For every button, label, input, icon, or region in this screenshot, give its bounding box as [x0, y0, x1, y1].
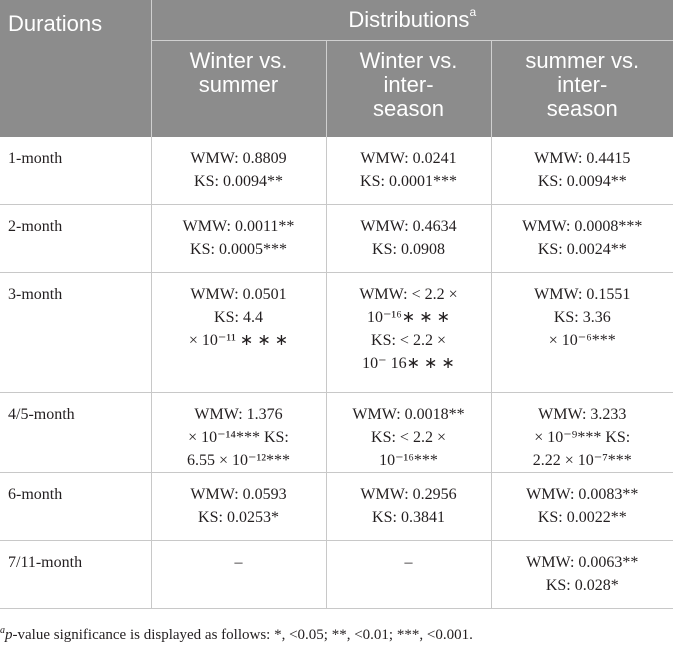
cell-line: WMW: 0.0501: [190, 285, 287, 303]
cell-line: WMW: 0.2956: [360, 485, 457, 503]
table-row: 3-month WMW: 0.0501 KS: 4.4 × 10⁻¹¹ ∗ ∗ ∗ WM…: [0, 272, 673, 393]
cell-line: WMW: 0.0011**: [182, 217, 295, 235]
table-cell: WMW: 0.4415 KS: 0.0094**: [491, 137, 673, 205]
table-row: 2-month WMW: 0.0011** KS: 0.0005*** WMW: 0.…: [0, 204, 673, 273]
table-cell: WMW: 3.233 × 10⁻⁹*** KS: 2.22 × 10⁻⁷***: [491, 392, 673, 473]
header-distributions-text: Distributions: [348, 7, 470, 32]
table-footnote: ap-value significance is displayed as fo…: [0, 625, 673, 645]
table-cell: WMW: < 2.2 × 10⁻¹⁶∗ ∗ ∗ KS: < 2.2 × 10⁻ 16∗…: [326, 272, 492, 393]
header-durations: Durations: [0, 0, 152, 137]
cell-line: WMW: 0.0241: [360, 150, 457, 167]
header-line: Winter vs.: [189, 48, 288, 73]
header-line: season: [546, 96, 618, 121]
cell-line: KS: 0.0094**: [194, 173, 283, 190]
header-line: season: [373, 96, 444, 121]
cell-line: WMW: 0.0083**: [526, 485, 639, 503]
cell-line: KS: 0.0001***: [360, 173, 457, 190]
duration-label: 2-month: [0, 204, 152, 273]
cell-line: WMW: 0.0018**: [352, 405, 465, 423]
table-cell: WMW: 0.0593 KS: 0.0253*: [151, 472, 327, 541]
cell-line: KS: 0.0908: [372, 240, 445, 258]
table-cell: WMW: 1.376 × 10⁻¹⁴*** KS: 6.55 × 10⁻¹²***: [151, 392, 327, 473]
cell-line: 6.55 × 10⁻¹²***: [186, 451, 291, 469]
cell-line: WMW: 0.4634: [360, 217, 457, 235]
header-winter-vs-inter-season: Winter vs. inter- season: [326, 40, 492, 137]
cell-line: WMW: 0.0593: [190, 485, 287, 503]
table-cell: WMW: 0.0008*** KS: 0.0024**: [491, 204, 673, 273]
table-cell: WMW: 0.1551 KS: 3.36 × 10⁻⁶***: [491, 272, 673, 393]
table-row: 6-month WMW: 0.0593 KS: 0.0253* WMW: 0.2956…: [0, 472, 673, 541]
duration-label: 4/5-month: [0, 392, 152, 473]
duration-label: 7/11-month: [0, 540, 152, 609]
header-line: Winter vs.: [359, 48, 458, 73]
cell-line: KS: 0.3841: [372, 508, 445, 526]
cell-line: KS: 0.0022**: [537, 508, 627, 526]
cell-line: KS: 0.028*: [545, 576, 619, 594]
cell-line: × 10⁻¹⁴*** KS:: [188, 428, 289, 446]
cell-line: KS: 0.0024**: [537, 240, 627, 258]
table-row: 4/5-month WMW: 1.376 × 10⁻¹⁴*** KS: 6.55 × …: [0, 392, 673, 473]
cell-line: WMW: 0.0008***: [522, 217, 643, 235]
cell-line: 2.22 × 10⁻⁷***: [532, 451, 632, 469]
duration-label: 1-month: [0, 137, 152, 205]
table-cell: WMW: 0.0018** KS: < 2.2 × 10⁻¹⁶***: [326, 392, 492, 473]
header-line: inter-: [557, 72, 608, 97]
cell-line: KS: < 2.2 ×: [371, 428, 446, 446]
header-summer-vs-inter-season: summer vs. inter- season: [491, 40, 673, 137]
cell-line: KS: 0.0094**: [537, 173, 627, 190]
duration-label: 3-month: [0, 272, 152, 393]
duration-label: 6-month: [0, 472, 152, 541]
cell-line: KS: 0.0253*: [198, 508, 279, 526]
cell-line: WMW: 0.0063**: [526, 553, 639, 571]
table-cell: WMW: 0.0011** KS: 0.0005***: [151, 204, 327, 273]
header-distributions: Distributionsa: [151, 0, 673, 41]
header-line: inter-: [383, 72, 434, 97]
cell-line: × 10⁻⁶***: [548, 331, 616, 349]
table-cell: WMW: 0.0501 KS: 4.4 × 10⁻¹¹ ∗ ∗ ∗: [151, 272, 327, 393]
cell-line: –: [404, 553, 413, 571]
table-cell: WMW: 0.0241 KS: 0.0001***: [326, 137, 492, 205]
cell-line: 10⁻¹⁶∗ ∗ ∗: [366, 308, 451, 326]
footnote-text: -value significance is displayed as foll…: [12, 627, 473, 643]
cell-line: KS: < 2.2 ×: [371, 331, 446, 349]
table-cell: WMW: 0.8809 KS: 0.0094**: [151, 137, 327, 205]
table-row: 7/11-month – – WMW: 0.0063** KS: 0.028*: [0, 540, 673, 609]
cell-line: WMW: < 2.2 ×: [359, 285, 458, 303]
header-line: summer vs.: [525, 48, 640, 73]
cell-line: × 10⁻⁹*** KS:: [534, 428, 631, 446]
cell-line: WMW: 3.233: [538, 405, 627, 423]
table-cell: WMW: 0.0083** KS: 0.0022**: [491, 472, 673, 541]
cell-line: WMW: 0.8809: [190, 150, 287, 167]
cell-line: KS: 3.36: [553, 308, 611, 326]
table-cell: WMW: 0.0063** KS: 0.028*: [491, 540, 673, 609]
header-distributions-footnote-marker: a: [469, 5, 477, 19]
footnote-p: p: [5, 627, 13, 643]
table-cell: WMW: 0.2956 KS: 0.3841: [326, 472, 492, 541]
cell-line: × 10⁻¹¹ ∗ ∗ ∗: [188, 331, 289, 349]
table-cell: –: [326, 540, 492, 609]
cell-line: WMW: 1.376: [194, 405, 283, 423]
cell-line: WMW: 0.4415: [534, 150, 631, 167]
cell-line: 10⁻¹⁶***: [379, 451, 438, 469]
cell-line: WMW: 0.1551: [534, 285, 631, 303]
cell-line: 10⁻ 16∗ ∗ ∗: [362, 354, 455, 372]
distribution-comparison-table: Durations Distributionsa Winter vs. summ…: [0, 0, 673, 609]
table-cell: –: [151, 540, 327, 609]
table-row: 1-month WMW: 0.8809 KS: 0.0094** WMW: 0.024…: [0, 137, 673, 205]
header-line: summer: [198, 72, 279, 97]
footnote-marker: a: [0, 625, 5, 636]
cell-line: KS: 0.0005***: [190, 240, 287, 258]
cell-line: –: [234, 553, 243, 571]
table-cell: WMW: 0.4634 KS: 0.0908: [326, 204, 492, 273]
header-winter-vs-summer: Winter vs. summer: [151, 40, 327, 137]
cell-line: KS: 4.4: [214, 308, 263, 326]
